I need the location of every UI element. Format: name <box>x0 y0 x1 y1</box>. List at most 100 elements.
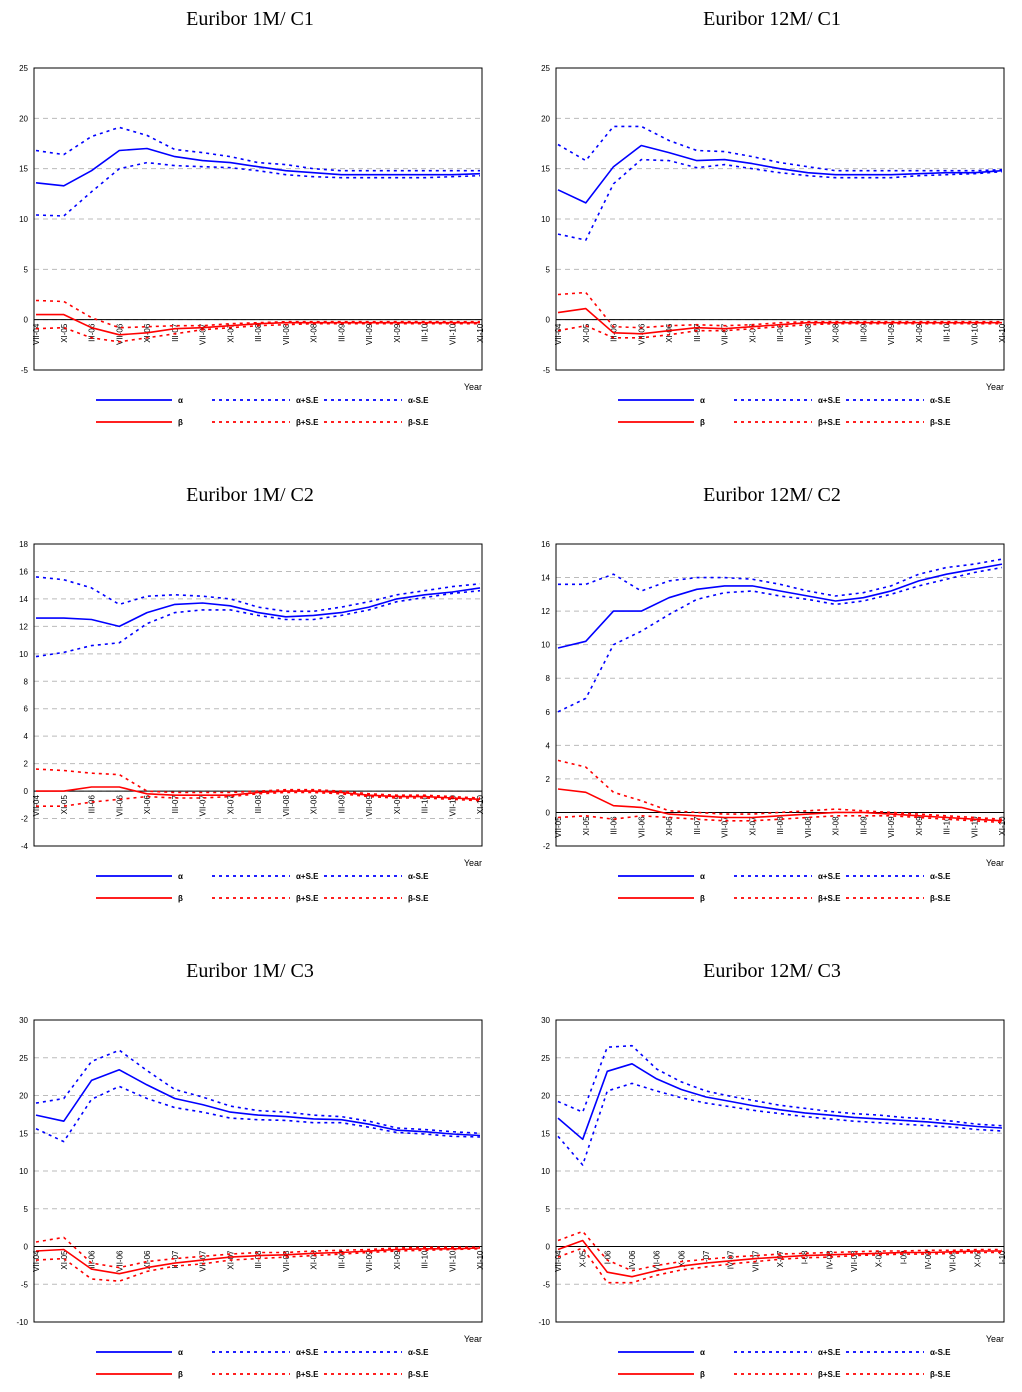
x-tick-label: III-07 <box>171 795 180 814</box>
plot-area <box>33 1019 483 1323</box>
alpha-plus-se-line <box>558 558 1003 597</box>
x-tick-label: I-07 <box>702 1250 711 1264</box>
x-tick-label: VII-07 <box>721 323 730 345</box>
x-tick-label: III-06 <box>88 323 97 342</box>
x-tick-label: VII-09 <box>949 1250 958 1272</box>
y-tick-label: 16 <box>19 567 28 576</box>
x-tick-label: VII-08 <box>282 323 291 345</box>
y-tick-label: 18 <box>19 540 28 549</box>
x-tick-label: VII-10 <box>970 323 979 345</box>
x-tick-label: VII-06 <box>637 816 646 838</box>
x-tick-label: VII-04 <box>32 1250 41 1272</box>
chart-title: Euribor 12M/ C1 <box>703 8 841 30</box>
legend-label: α <box>178 396 183 405</box>
y-tick-label: 0 <box>24 1243 29 1252</box>
alpha-line <box>557 1063 1003 1141</box>
legend: α α+S.E α-S.E β β+S.E β-S.E <box>618 396 951 427</box>
x-tick-label: VII-08 <box>282 1250 291 1272</box>
chart-panel-1: Euribor 1M/ C1 -5 0 5 10 15 20 25 VII-04 XI-05 II… <box>0 0 500 440</box>
chart-svg: -10 -5 0 5 10 15 20 25 30 VII-04 X-05 I-06 IV-06 VII-… <box>538 1016 1007 1379</box>
chart-svg: -2 0 2 4 6 8 10 12 14 16 VII-05 XI-05 III-06 VII-06 XI… <box>541 540 1007 903</box>
x-tick-label: XI-06 <box>143 1250 152 1270</box>
x-tick-label: IV-09 <box>924 1250 933 1269</box>
x-tick-label: XI-09 <box>915 323 924 343</box>
x-tick-label: IV-07 <box>727 1250 736 1269</box>
legend-label: α+S.E <box>818 872 841 881</box>
x-tick-label: XI-08 <box>310 323 319 343</box>
y-tick-label: 20 <box>19 1092 28 1101</box>
y-tick-label: 12 <box>541 607 550 616</box>
y-tick-label: 0 <box>546 808 551 817</box>
x-axis-label: Year <box>464 382 482 392</box>
chart-panel-2: Euribor 12M/ C1 -5 0 5 10 15 20 25 VII-04 XI-05 I… <box>522 0 1022 440</box>
x-tick-label: III-10 <box>421 1250 430 1269</box>
legend-label: α-S.E <box>408 396 429 405</box>
y-tick-label: 8 <box>24 677 29 686</box>
alpha-line <box>35 147 481 187</box>
x-tick-label: VII-07 <box>199 795 208 817</box>
y-tick-label: 14 <box>19 595 28 604</box>
x-tick-label: III-10 <box>943 816 952 835</box>
x-tick-label: VII-08 <box>804 816 813 838</box>
alpha-plus-se-line <box>557 1044 1003 1127</box>
x-tick-label: VII-05 <box>554 816 563 838</box>
legend-label: β <box>178 1370 183 1379</box>
x-tick-label: VII-06 <box>653 1250 662 1272</box>
x-tick-label: III-09 <box>337 1250 346 1269</box>
x-tick-label: III-08 <box>776 323 785 342</box>
x-tick-label: I-09 <box>899 1250 908 1264</box>
x-tick-label: VII-10 <box>448 1250 457 1272</box>
legend-label: β <box>700 1370 705 1379</box>
y-tick-label: 4 <box>24 732 29 741</box>
x-tick-label: III-07 <box>171 1250 180 1269</box>
legend-label: α+S.E <box>296 872 319 881</box>
legend-label: β-S.E <box>930 418 951 427</box>
y-tick-label: 10 <box>541 1167 550 1176</box>
legend-label: β <box>700 894 705 903</box>
beta-plus-se-line <box>35 299 480 329</box>
x-tick-label: VII-10 <box>970 816 979 838</box>
x-tick-label: III-07 <box>693 816 702 835</box>
x-tick-label: III-06 <box>88 1250 97 1269</box>
legend-label: α <box>178 872 183 881</box>
alpha-plus-se-line <box>557 125 1003 172</box>
x-tick-label: III-10 <box>421 795 430 814</box>
legend-label: α+S.E <box>818 1348 841 1357</box>
x-tick-label: XI-10 <box>998 816 1007 836</box>
legend: α α+S.E α-S.E β β+S.E β-S.E <box>96 1348 429 1379</box>
beta-plus-se-line <box>557 291 1002 329</box>
y-tick-label: -5 <box>543 366 551 375</box>
y-tick-label: 0 <box>546 1243 551 1252</box>
x-tick-label: III-10 <box>943 323 952 342</box>
x-tick-label: IV-06 <box>628 1250 637 1269</box>
x-tick-label: VII-10 <box>448 795 457 817</box>
legend-label: α+S.E <box>818 396 841 405</box>
x-tick-label: XI-05 <box>582 323 591 343</box>
x-tick-label: XI-05 <box>60 795 69 815</box>
x-tick-label: III-08 <box>776 816 785 835</box>
x-tick-label: III-08 <box>254 323 263 342</box>
legend-label: α+S.E <box>296 1348 319 1357</box>
x-axis-label: Year <box>464 858 482 868</box>
legend-label: β-S.E <box>930 1370 951 1379</box>
x-tick-label: III-06 <box>610 816 619 835</box>
y-tick-label: 4 <box>546 741 551 750</box>
legend-label: α <box>700 1348 705 1357</box>
x-tick-label: XI-08 <box>310 1250 319 1270</box>
plot-area <box>555 543 1005 847</box>
y-tick-label: 10 <box>541 641 550 650</box>
y-tick-label: -5 <box>21 366 29 375</box>
beta-plus-se-line <box>35 1236 480 1269</box>
x-tick-label: VII-07 <box>199 323 208 345</box>
chart-title: Euribor 1M/ C2 <box>186 484 314 506</box>
chart-panel-5: Euribor 1M/ C3 -10 -5 0 5 10 15 20 25 30 VII-04 XI… <box>0 952 500 1392</box>
y-tick-label: 10 <box>541 215 550 224</box>
y-tick-label: 25 <box>541 1054 550 1063</box>
y-tick-label: 5 <box>24 1205 29 1214</box>
beta-line <box>557 307 1002 335</box>
beta-plus-se-line <box>557 759 1003 820</box>
y-tick-label: 5 <box>546 1205 551 1214</box>
legend-label: β-S.E <box>930 894 951 903</box>
beta-line <box>36 786 481 801</box>
alpha-line <box>557 563 1003 649</box>
